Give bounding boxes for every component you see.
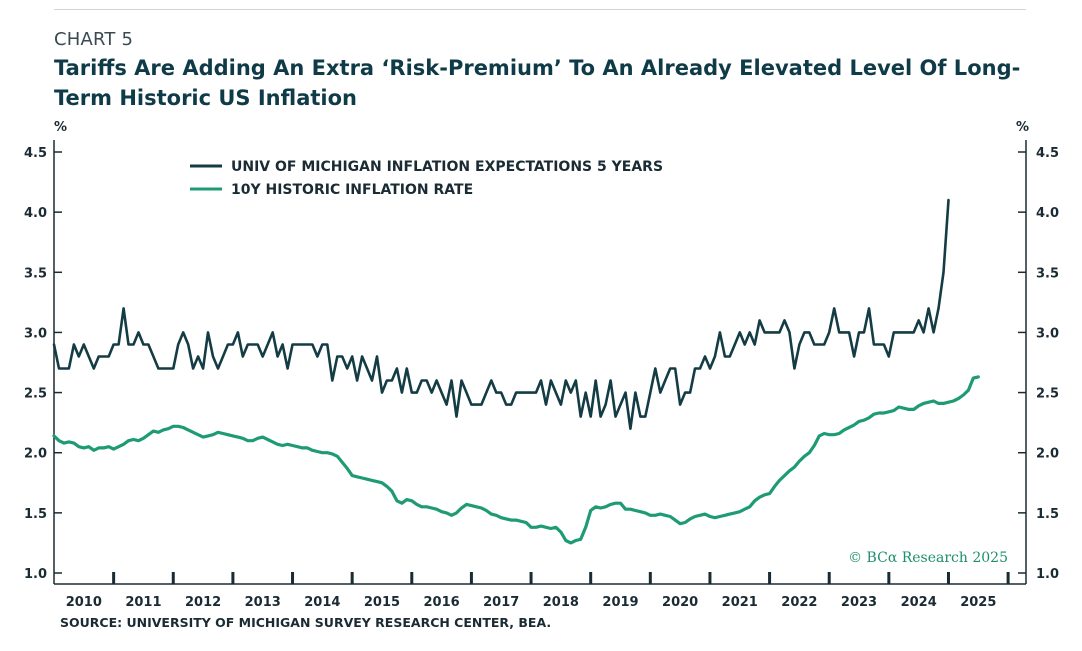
y-tick-label-left: 2.0 (24, 447, 47, 462)
y-axis-unit-left: % (54, 120, 67, 135)
x-tick-label: 2020 (662, 595, 698, 610)
legend: UNIV OF MICHIGAN INFLATION EXPECTATIONS … (190, 159, 663, 198)
y-tick-label-left: 4.0 (24, 206, 47, 221)
x-ticks: 2010 2011 2012 2013 2014 2015 2016 2017 2018 2019… (66, 572, 1010, 610)
x-tick-label: 2015 (364, 595, 400, 610)
x-tick-label: 2023 (841, 595, 877, 610)
y-tick-label-right: 4.0 (1036, 206, 1059, 221)
axes (53, 140, 1027, 585)
y-tick-label-left: 1.0 (24, 567, 47, 582)
x-tick-label: 2012 (185, 595, 221, 610)
y-tick-label-right: 2.5 (1036, 387, 1059, 402)
y-ticks-right: 1.0 1.5 2.0 2.5 3.0 3.5 4.0 4.5 (1018, 146, 1059, 582)
y-tick-label-left: 3.5 (24, 266, 47, 281)
legend-label-historic: 10Y HISTORIC INFLATION RATE (231, 182, 473, 198)
y-tick-label-left: 1.5 (24, 507, 47, 522)
y-tick-label-right: 2.0 (1036, 447, 1059, 462)
x-tick-label: 2024 (901, 595, 937, 610)
x-tick-label: 2016 (424, 595, 460, 610)
top-rule (54, 9, 1026, 10)
y-tick-label-right: 1.5 (1036, 507, 1059, 522)
y-ticks-left: 1.0 1.5 2.0 2.5 3.0 3.5 4.0 4.5 (24, 146, 62, 582)
y-tick-label-left: 3.0 (24, 326, 47, 341)
x-tick-label: 2013 (245, 595, 281, 610)
y-tick-label-right: 4.5 (1036, 146, 1059, 161)
chart-title: Tariffs Are Adding An Extra ‘Risk-Premiu… (54, 56, 1021, 110)
x-tick-label: 2011 (125, 595, 161, 610)
y-tick-label-left: 2.5 (24, 387, 47, 402)
x-tick-label: 2021 (722, 595, 758, 610)
legend-label-expectations: UNIV OF MICHIGAN INFLATION EXPECTATIONS … (231, 159, 663, 175)
y-tick-label-right: 3.5 (1036, 266, 1059, 281)
y-axis-unit-right: % (1016, 120, 1029, 135)
x-tick-label: 2018 (543, 595, 579, 610)
watermark: © BCα Research 2025 (848, 550, 1008, 566)
x-tick-label: 2017 (483, 595, 519, 610)
y-tick-label-right: 3.0 (1036, 326, 1059, 341)
series-line-historic (52, 375, 980, 545)
y-tick-label-right: 1.0 (1036, 567, 1059, 582)
series-line-expectations (52, 198, 950, 431)
series-lines (52, 198, 980, 545)
x-tick-label: 2022 (781, 595, 817, 610)
y-tick-label-left: 4.5 (24, 146, 47, 161)
x-tick-label: 2010 (66, 595, 102, 610)
chart-number: CHART 5 (54, 29, 134, 50)
x-tick-label: 2019 (602, 595, 638, 610)
source-note: SOURCE: UNIVERSITY OF MICHIGAN SURVEY RE… (60, 615, 552, 630)
x-tick-label: 2014 (304, 595, 340, 610)
x-tick-label: 2025 (960, 595, 996, 610)
